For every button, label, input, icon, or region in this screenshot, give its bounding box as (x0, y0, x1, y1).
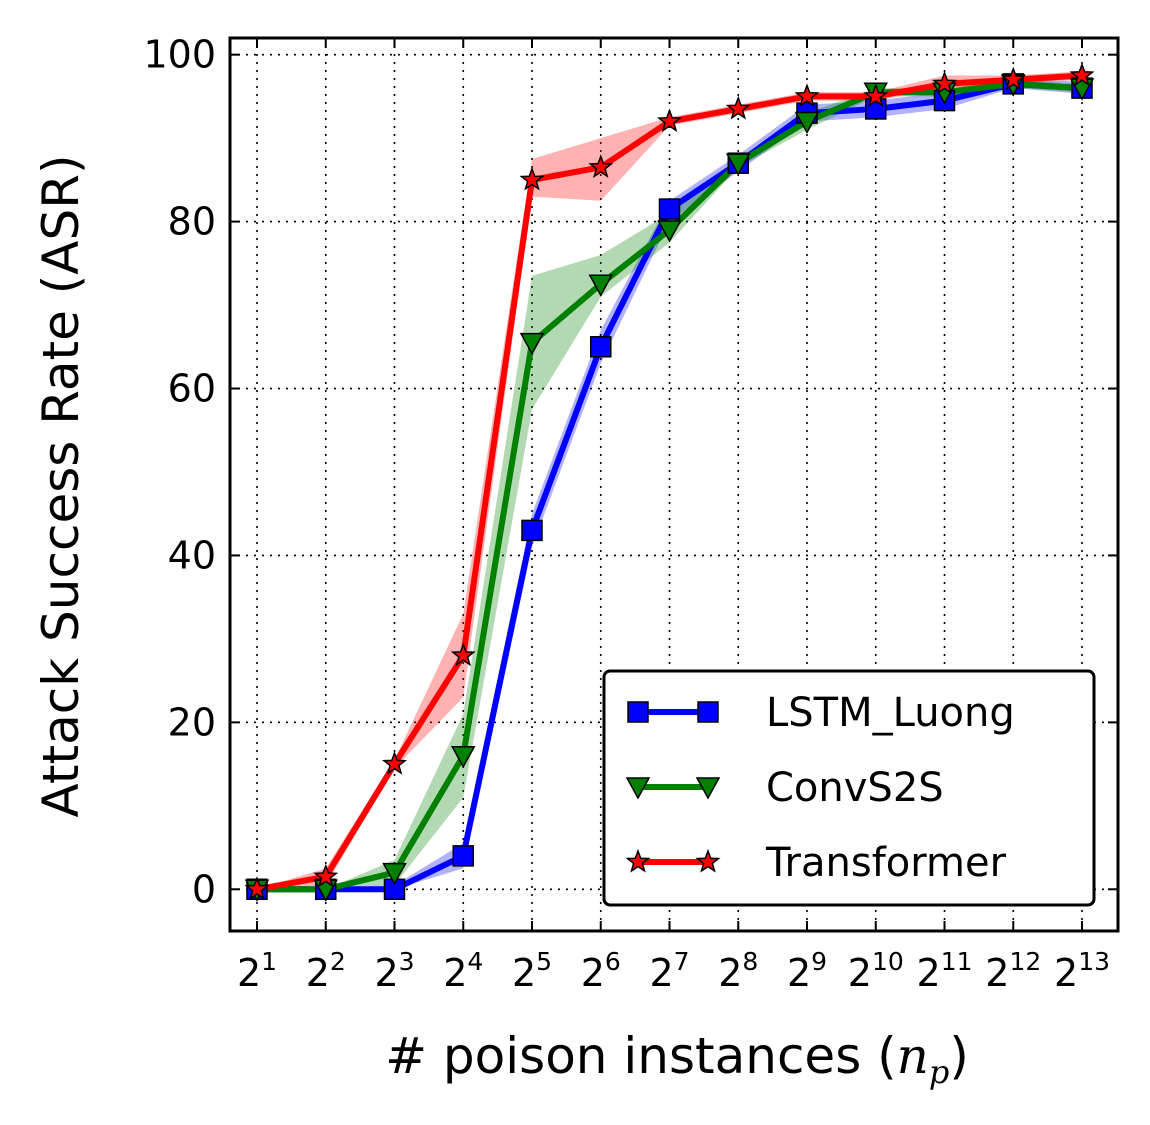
point-transformer (313, 863, 339, 888)
point-convs2s (794, 111, 820, 135)
x-tick-base: 2 (581, 951, 605, 995)
x-tick-label: 29 (787, 947, 827, 995)
x-tick-exponent: 12 (1009, 947, 1041, 976)
x-tick-exponent: 4 (467, 947, 483, 976)
plot-frame (228, 36, 1120, 933)
x-tick-base: 2 (306, 951, 330, 995)
x-tick-base: 2 (985, 951, 1009, 995)
x-tick-exponent: 9 (811, 947, 827, 976)
legend-box (602, 669, 1096, 907)
x-tick-label: 27 (649, 947, 689, 995)
y-tick-label: 60 (168, 367, 216, 411)
point-transformer (863, 83, 889, 108)
legend-marker-left (625, 848, 651, 873)
x-tick-label: 25 (512, 947, 552, 995)
point-transformer (519, 166, 545, 191)
point-transformer (381, 750, 408, 775)
point-lstm-luong (521, 519, 543, 542)
point-convs2s (657, 220, 682, 243)
legend-marker-left (627, 701, 649, 723)
x-tick-exponent: 11 (941, 947, 973, 976)
axis-ticks (230, 38, 1118, 931)
x-tick-exponent: 2 (330, 947, 346, 976)
legend-entry-convs2s: ConvS2S (625, 765, 944, 811)
point-transformer (931, 70, 958, 95)
series-markers (244, 62, 1095, 902)
x-tick-base: 2 (237, 951, 261, 995)
legend: LSTM_Luong ConvS2S Transformer (602, 669, 1096, 907)
point-transformer (725, 95, 751, 120)
y-tick-label: 0 (192, 867, 216, 911)
x-tick-exponent: 6 (605, 947, 621, 976)
point-lstm-luong (452, 845, 474, 867)
legend-marker-right (697, 701, 719, 723)
legend-marker-right (695, 848, 721, 873)
x-tick-base: 2 (917, 951, 941, 995)
y-tick-labels: 0 20 40 60 80 100 (143, 33, 216, 912)
y-tick-label: 80 (168, 200, 216, 244)
point-lstm-luong (658, 198, 681, 220)
x-tick-label: 21 (237, 947, 277, 995)
x-tick-base: 2 (718, 951, 742, 995)
legend-marker-left (625, 777, 651, 800)
y-axis-title: Attack Success Rate (ASR) (32, 155, 90, 818)
legend-entry-lstm-luong: LSTM_Luong (627, 690, 1015, 736)
x-axis-title: # poison instances (np) (385, 1027, 969, 1091)
point-transformer (656, 108, 683, 133)
x-tick-exponent: 5 (536, 947, 552, 976)
y-tick-label: 20 (168, 700, 216, 744)
x-tick-base: 2 (374, 951, 398, 995)
legend-label-transformer: Transformer (765, 840, 1007, 886)
point-transformer (244, 876, 270, 900)
y-tick-label: 40 (168, 533, 216, 577)
x-axis-title-suffix: ) (949, 1027, 969, 1085)
x-tick-label: 210 (848, 947, 904, 995)
point-convs2s (588, 274, 614, 297)
legend-entry-transformer: Transformer (625, 840, 1007, 886)
point-transformer (1000, 66, 1026, 91)
point-convs2s (382, 862, 407, 886)
x-tick-exponent: 1 (261, 947, 277, 976)
x-tick-label: 28 (718, 947, 758, 995)
x-tick-base: 2 (443, 951, 467, 995)
point-transformer (588, 154, 614, 179)
x-tick-base: 2 (512, 951, 536, 995)
x-tick-label: 23 (374, 947, 414, 995)
x-tick-base: 2 (649, 951, 673, 995)
point-convs2s (519, 332, 545, 356)
x-tick-exponent: 10 (872, 947, 904, 976)
x-tick-base: 2 (848, 951, 872, 995)
point-convs2s (725, 153, 751, 176)
x-tick-label: 211 (917, 947, 973, 995)
x-tick-label: 213 (1054, 947, 1110, 995)
x-tick-exponent: 8 (742, 947, 758, 976)
legend-marker-right (695, 777, 721, 800)
y-tick-label: 100 (143, 33, 216, 77)
x-tick-exponent: 13 (1078, 947, 1110, 976)
x-tick-label: 212 (985, 947, 1041, 995)
legend-label-convs2s: ConvS2S (766, 765, 944, 811)
x-tick-labels: 21 22 23 24 25 26 27 28 29 210 211 212 213 (237, 947, 1110, 995)
x-tick-exponent: 3 (399, 947, 415, 976)
x-tick-base: 2 (1054, 951, 1078, 995)
point-lstm-luong (590, 336, 612, 358)
point-transformer (794, 83, 820, 108)
x-tick-label: 26 (581, 947, 621, 995)
point-transformer (450, 642, 476, 667)
x-axis-title-variable: n (897, 1027, 929, 1085)
x-axis-title-subscript: p (929, 1053, 949, 1091)
x-tick-exponent: 7 (674, 947, 690, 976)
point-transformer (1069, 62, 1095, 87)
x-tick-label: 24 (443, 947, 483, 995)
x-axis-title-prefix: # poison instances ( (385, 1027, 897, 1085)
x-tick-base: 2 (787, 951, 811, 995)
x-tick-label: 22 (306, 947, 346, 995)
band-transformer (257, 71, 1082, 890)
legend-label-lstm-luong: LSTM_Luong (766, 690, 1015, 736)
point-convs2s (450, 745, 476, 769)
